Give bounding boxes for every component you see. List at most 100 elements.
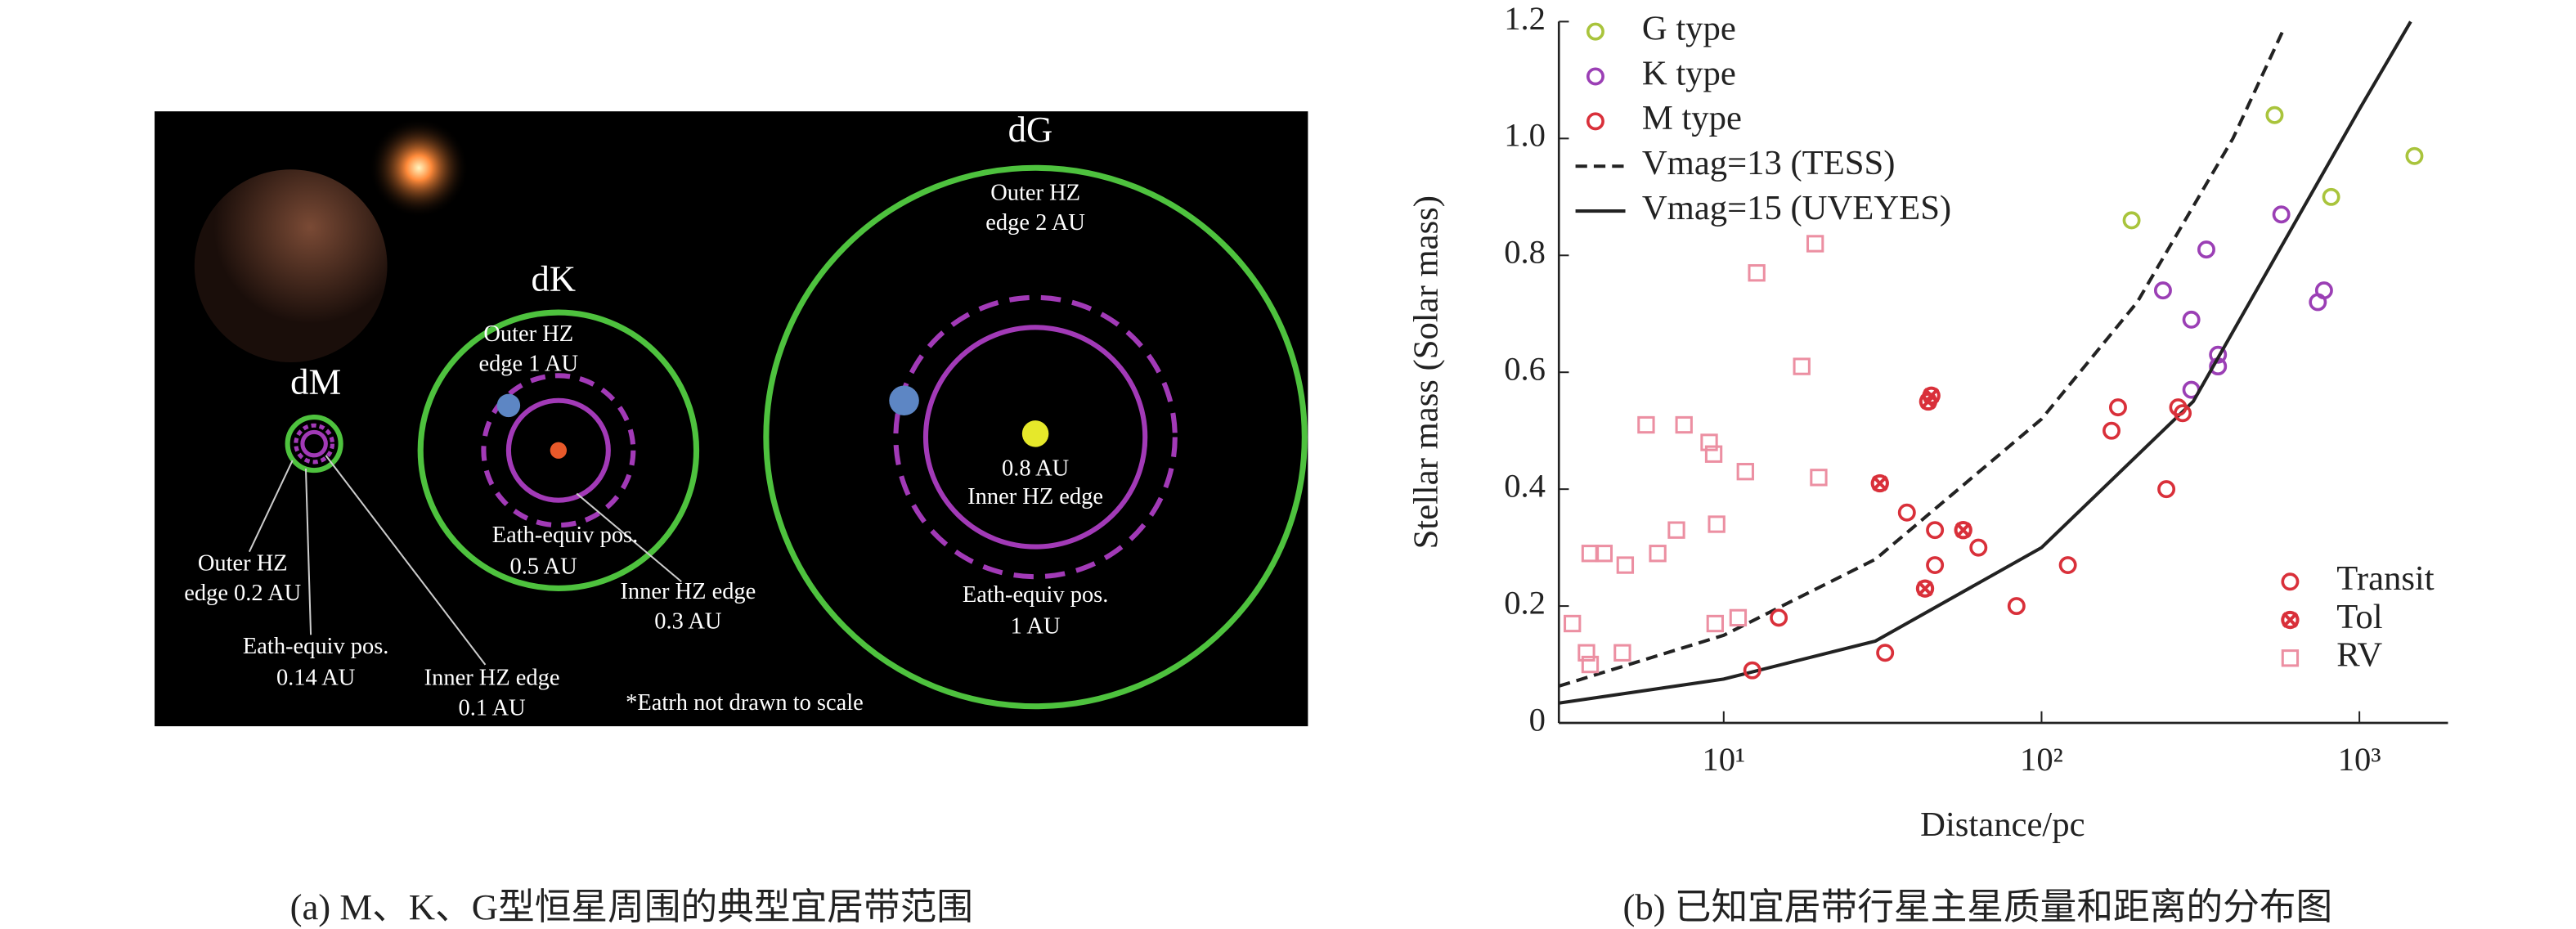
point — [1706, 614, 1725, 633]
earth — [496, 393, 521, 418]
point — [1675, 415, 1693, 434]
y-axis-label: Stellar mass (Solar mass) — [1407, 195, 1446, 549]
point — [1915, 579, 1935, 598]
point — [1876, 644, 1895, 662]
point — [1926, 556, 1945, 575]
y-tick-label: 1.0 — [1504, 117, 1546, 154]
point — [2322, 187, 2340, 206]
dg-outer — [763, 164, 1308, 710]
label: dK — [531, 258, 576, 299]
point — [2314, 281, 2333, 300]
pointers — [248, 455, 682, 666]
dm-inner — [300, 429, 328, 458]
point — [1729, 608, 1748, 627]
label: 0.3 AU — [654, 609, 721, 635]
point — [2197, 240, 2215, 259]
label: dM — [290, 361, 341, 402]
star-glow — [369, 118, 469, 218]
pointer — [325, 455, 487, 666]
point — [2103, 421, 2120, 440]
point — [1806, 235, 1824, 253]
dm-earth — [294, 423, 335, 464]
curve — [1558, 20, 2412, 705]
label: 0.8 AU — [1002, 456, 1069, 482]
point — [2209, 345, 2228, 364]
legend-label: K type — [1642, 54, 1736, 92]
legend-marker — [1586, 67, 1604, 86]
point — [1595, 545, 1613, 563]
point — [1649, 545, 1667, 563]
point — [1736, 463, 1754, 481]
point — [1748, 264, 1766, 282]
label: Outer HZ — [483, 321, 573, 347]
point — [1581, 655, 1600, 674]
legend-label: RV — [2336, 636, 2382, 675]
y-tick-label: 0 — [1529, 701, 1546, 738]
legend-marker — [1586, 22, 1604, 41]
caption: (a) M、K、G型恒星周围的典型宜居带范围 — [290, 886, 973, 927]
legend-label: Transit — [2336, 559, 2434, 598]
point — [1700, 433, 1718, 451]
point — [1613, 644, 1631, 662]
point — [1770, 608, 1788, 627]
y-tick-label: 0.4 — [1504, 467, 1546, 504]
label: Outer HZ — [990, 180, 1080, 205]
dg-star — [1021, 420, 1049, 447]
panel-b: (b) 已知宜居带行星主星质量和距离的分布图 Distance/pc Stell… — [1407, 0, 2448, 927]
legend-label: Vmag=13 (TESS) — [1642, 144, 1896, 182]
point — [1564, 614, 1582, 633]
legend-marker — [2281, 572, 2300, 591]
dk-earth — [481, 373, 636, 528]
label: Inner HZ edge — [424, 666, 560, 691]
x-tick-label: 10¹ — [1702, 741, 1745, 778]
label: 0.5 AU — [509, 554, 577, 580]
point — [1870, 473, 1889, 493]
dk-outer — [417, 309, 700, 591]
point — [2153, 281, 2172, 300]
earth — [889, 385, 919, 416]
x-tick-label: 10² — [2020, 741, 2063, 778]
point — [2108, 398, 2127, 417]
label: dG — [1008, 109, 1053, 150]
dk-star — [550, 442, 568, 459]
legend-label: Tol — [2336, 598, 2382, 636]
legend-marker — [2281, 649, 2300, 667]
point — [2122, 211, 2141, 230]
point — [1577, 644, 1595, 662]
point — [2058, 556, 2077, 575]
label: Eath-equiv pos. — [243, 634, 388, 659]
dm-outer — [285, 415, 343, 473]
y-tick-label: 0.6 — [1504, 351, 1546, 388]
point — [1793, 357, 1811, 375]
label: Eath-equiv pos. — [963, 582, 1108, 608]
point — [1954, 521, 1972, 540]
point — [1667, 521, 1685, 539]
dg-inner — [922, 325, 1148, 550]
pointer — [304, 469, 312, 635]
legend-label: G type — [1642, 9, 1736, 47]
y-tick-label: 0.2 — [1504, 584, 1546, 621]
point — [1897, 503, 1916, 522]
panel-a: dM dK dG Outer HZ edge 2 AU Outer HZ edg… — [155, 109, 1308, 927]
x-tick-label: 10³ — [2338, 741, 2381, 778]
label: Outer HZ — [198, 550, 288, 576]
legend-label: Vmag=15 (UVEYES) — [1642, 189, 1951, 227]
pointer — [576, 492, 682, 583]
point — [1969, 538, 1988, 557]
planet — [194, 169, 388, 363]
label: edge 1 AU — [478, 352, 578, 377]
pointer — [248, 460, 294, 553]
legend-label: M type — [1642, 99, 1742, 137]
legend-marker — [2281, 610, 2300, 630]
point — [1708, 515, 1726, 533]
legend-marker — [1586, 112, 1604, 131]
point — [2174, 404, 2192, 423]
curve — [1558, 26, 2287, 688]
label: 0.1 AU — [458, 695, 525, 720]
point — [1704, 445, 1723, 463]
point — [1926, 521, 1945, 540]
y-tick-label: 0.8 — [1504, 234, 1546, 271]
point — [2007, 597, 2026, 616]
label: Eath-equiv pos. — [492, 523, 638, 548]
